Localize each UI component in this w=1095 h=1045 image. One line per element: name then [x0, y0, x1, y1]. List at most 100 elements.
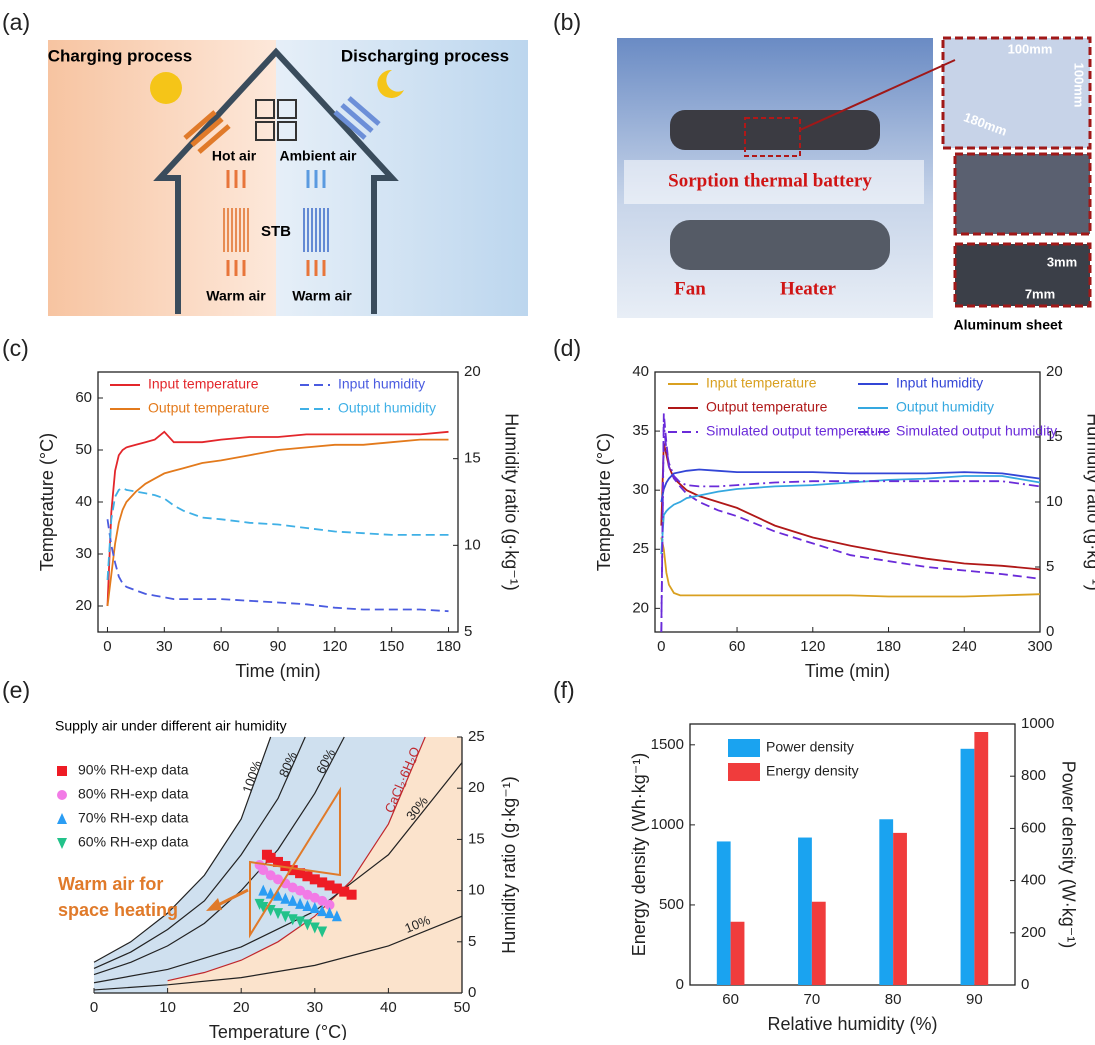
photo-text: 100mm — [1008, 41, 1053, 56]
legend-label: Output humidity — [896, 399, 994, 415]
x-axis-label: Temperature (°C) — [209, 1022, 347, 1040]
legend-label: 80% RH-exp data — [78, 786, 189, 802]
x-tick-label: 150 — [379, 638, 404, 655]
legend-label: Input temperature — [706, 375, 817, 391]
y2-tick-label: 15 — [464, 450, 481, 467]
x-tick-label: 120 — [800, 638, 825, 655]
y-tick-label: 30 — [75, 545, 92, 562]
bar — [961, 749, 975, 985]
y-tick-label: 20 — [468, 779, 485, 796]
x-tick-label: 90 — [966, 991, 983, 1008]
y2-tick-label: 200 — [1021, 924, 1046, 941]
y-tick-label: 40 — [75, 493, 92, 510]
y2-tick-label: 0 — [1046, 623, 1054, 640]
legend-label: 70% RH-exp data — [78, 810, 189, 826]
line — [661, 424, 1040, 632]
legend-label: 60% RH-exp data — [78, 834, 189, 850]
y2-tick-label: 0 — [1021, 976, 1029, 993]
panel-label: (e) — [2, 677, 30, 703]
y2-tick-label: 600 — [1021, 819, 1046, 836]
bar — [879, 819, 893, 985]
panel-label: (b) — [553, 9, 581, 35]
photo-text: Aluminum sheet — [954, 317, 1063, 333]
x-tick-label: 60 — [729, 638, 746, 655]
line — [661, 443, 1040, 570]
diagram-text: Warm air — [206, 288, 266, 304]
legend-label: 90% RH-exp data — [78, 762, 189, 778]
x-tick-label: 30 — [156, 638, 173, 655]
x-tick-label: 60 — [722, 991, 739, 1008]
y2-tick-label: 20 — [464, 363, 481, 380]
chart-title: Supply air under different air humidity — [55, 718, 287, 734]
diagram-text: Warm air — [292, 288, 352, 304]
photo-text: 7mm — [1025, 286, 1055, 301]
y-tick-label: 60 — [75, 389, 92, 406]
legend-label: Output temperature — [148, 400, 270, 416]
x-tick-label: 50 — [454, 999, 471, 1016]
bar — [974, 732, 988, 985]
bar — [893, 833, 907, 985]
y-tick-label: 500 — [659, 896, 684, 913]
y-tick-label: 0 — [676, 976, 684, 993]
y2-tick-label: 5 — [1046, 558, 1054, 575]
photo-text: Sorption thermal battery — [668, 170, 872, 191]
y2-axis-label: Humidity ratio (g·kg⁻¹) — [1083, 413, 1095, 591]
y2-tick-label: 10 — [1046, 493, 1063, 510]
y-axis-label: Energy density (Wh·kg⁻¹) — [629, 753, 649, 957]
y2-tick-label: 10 — [464, 536, 481, 553]
photo-text: 100mm — [1072, 63, 1087, 108]
y-tick-label: 5 — [468, 933, 476, 950]
legend-swatch — [57, 790, 67, 800]
legend-label: Input humidity — [338, 376, 425, 392]
y-tick-label: 40 — [632, 363, 649, 380]
line — [661, 476, 1040, 554]
y-tick-label: 25 — [632, 540, 649, 557]
legend-swatch — [57, 813, 67, 824]
x-tick-label: 300 — [1027, 638, 1052, 655]
y-tick-label: 50 — [75, 441, 92, 458]
duct — [670, 220, 890, 270]
diagram-text: Charging process — [48, 46, 193, 65]
y2-tick-label: 5 — [464, 623, 472, 640]
photo-b: Sorption thermal battery Fan Heater 100m… — [617, 38, 1090, 333]
y2-tick-label: 800 — [1021, 767, 1046, 784]
x-axis-label: Time (min) — [235, 661, 320, 681]
point — [347, 890, 357, 900]
line — [661, 413, 1040, 632]
line — [108, 519, 449, 611]
diagram-a: Charging process Discharging process Hot… — [48, 40, 528, 316]
line — [108, 488, 449, 580]
diagram-text: Ambient air — [279, 148, 357, 164]
legend-label: Output humidity — [338, 400, 436, 416]
photo — [955, 154, 1090, 234]
x-tick-label: 180 — [876, 638, 901, 655]
x-tick-label: 240 — [952, 638, 977, 655]
y2-axis-label: Power density (W·kg⁻¹) — [1058, 761, 1078, 949]
x-tick-label: 0 — [103, 638, 111, 655]
y-tick-label: 15 — [468, 830, 485, 847]
x-tick-label: 0 — [657, 638, 665, 655]
sun — [150, 72, 182, 104]
x-tick-label: 10 — [159, 999, 176, 1016]
y-tick-label: 1000 — [651, 816, 684, 833]
x-tick-label: 40 — [380, 999, 397, 1016]
legend-label: Simulated output temperature — [706, 423, 891, 439]
photo-text: Heater — [780, 278, 836, 299]
line — [108, 432, 449, 606]
x-tick-label: 90 — [270, 638, 287, 655]
x-tick-label: 80 — [885, 991, 902, 1008]
diagram-text: Discharging process — [341, 46, 509, 65]
y-tick-label: 20 — [75, 597, 92, 614]
x-tick-label: 180 — [436, 638, 461, 655]
x-axis-label: Relative humidity (%) — [767, 1014, 937, 1034]
legend-label: Simulated output humidity — [896, 423, 1057, 439]
legend-label: Input humidity — [896, 375, 983, 391]
y-tick-label: 35 — [632, 422, 649, 439]
y-tick-label: 25 — [468, 728, 485, 745]
legend-swatch — [728, 763, 760, 781]
photo-text: Fan — [674, 278, 706, 299]
x-axis-label: Time (min) — [805, 661, 890, 681]
background — [276, 40, 528, 316]
legend-swatch — [57, 766, 67, 776]
legend-swatch — [57, 838, 67, 849]
